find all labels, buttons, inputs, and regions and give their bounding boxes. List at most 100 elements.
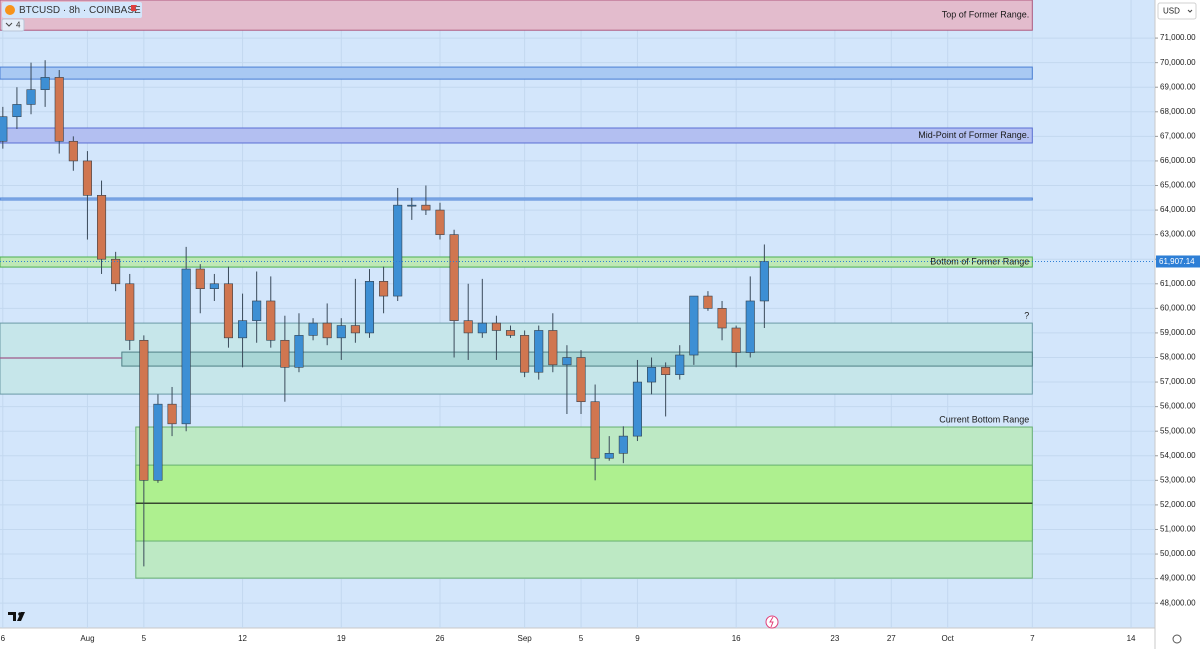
y-tick-label: 63,000.00 <box>1160 230 1196 239</box>
y-tick-label: 70,000.00 <box>1160 58 1196 67</box>
candle-body <box>590 401 600 459</box>
candle-body <box>717 308 727 329</box>
candle-body <box>54 77 64 142</box>
x-tick-label: 12 <box>238 634 247 643</box>
x-tick-label: Oct <box>941 634 954 643</box>
candle-body <box>26 89 36 105</box>
zone <box>0 66 1033 80</box>
x-tick-label: 6 <box>1 634 6 643</box>
y-tick-label: 64,000.00 <box>1160 205 1196 214</box>
zone-label: Current Bottom Range <box>939 414 1029 424</box>
y-tick-label: 55,000.00 <box>1160 426 1196 435</box>
settings-icon[interactable] <box>1172 634 1182 644</box>
y-tick-label: 67,000.00 <box>1160 131 1196 140</box>
currency-label: USD <box>1163 7 1180 16</box>
last-price-label: 61,907.14 <box>1159 257 1195 266</box>
tradingview-logo[interactable] <box>8 612 25 621</box>
candle-body <box>520 335 530 373</box>
candle-body <box>322 322 332 339</box>
zone-label: Mid-Point of Former Range. <box>918 130 1029 140</box>
candle-body <box>0 116 8 142</box>
candle-body <box>576 357 586 403</box>
zones <box>0 0 1155 628</box>
candle-body <box>68 140 78 162</box>
candle-body <box>139 339 149 481</box>
candle-body <box>562 357 572 366</box>
candle-body <box>548 330 558 366</box>
candle-body <box>604 453 614 459</box>
candle-body <box>350 325 360 334</box>
candle-body <box>675 354 685 375</box>
x-tick-label: 26 <box>436 634 445 643</box>
candle-body <box>97 195 107 260</box>
candle-body <box>82 160 92 196</box>
price-axis <box>1155 0 1200 649</box>
y-tick-label: 66,000.00 <box>1160 156 1196 165</box>
x-tick-label: 16 <box>732 634 741 643</box>
x-tick-label: 27 <box>887 634 896 643</box>
lightning <box>769 616 774 628</box>
candle-body <box>294 335 304 368</box>
y-tick-label: 57,000.00 <box>1160 377 1196 386</box>
candle-body <box>407 204 417 207</box>
candle-body <box>111 258 121 285</box>
x-tick-label: Aug <box>80 634 94 643</box>
candle-body <box>505 330 516 336</box>
candle-body <box>731 327 741 353</box>
candle-body <box>632 381 642 437</box>
candle-body <box>223 283 233 339</box>
y-tick-label: 68,000.00 <box>1160 107 1196 116</box>
candle-body <box>308 322 318 336</box>
y-tick-label: 56,000.00 <box>1160 402 1196 411</box>
zone-label: Bottom of Former Range <box>930 256 1029 266</box>
candle-body <box>153 403 163 481</box>
candle-body <box>689 295 699 356</box>
y-tick-label: 50,000.00 <box>1160 549 1196 558</box>
y-tick-label: 51,000.00 <box>1160 525 1196 534</box>
candle-body <box>266 300 276 341</box>
currency-button[interactable] <box>1157 2 1197 20</box>
candles <box>0 60 769 567</box>
candle-body <box>125 283 135 341</box>
y-tick-label: 48,000.00 <box>1160 598 1196 607</box>
candle-body <box>364 281 375 334</box>
candle-body <box>745 300 755 353</box>
y-tick-label: 65,000.00 <box>1160 181 1196 190</box>
zone <box>0 127 1033 144</box>
logo-dot <box>18 612 22 616</box>
zone <box>0 256 1033 268</box>
candle-body <box>647 367 657 383</box>
chevron-icon <box>1187 9 1193 13</box>
y-tick-label: 69,000.00 <box>1160 82 1196 91</box>
indicator-count: 4 <box>16 21 21 30</box>
chevron-icon <box>5 22 13 27</box>
candle-body <box>12 104 22 118</box>
candle-body <box>209 283 219 289</box>
y-tick-label: 49,000.00 <box>1160 574 1196 583</box>
candle-body <box>491 322 501 331</box>
x-tick-label: 14 <box>1127 634 1136 643</box>
y-tick-label: 60,000.00 <box>1160 303 1196 312</box>
x-tick-label: 7 <box>1030 634 1035 643</box>
candle-body <box>477 322 487 334</box>
candle-body <box>449 234 459 321</box>
flag-icon[interactable] <box>131 5 137 11</box>
candle-body <box>195 268 205 289</box>
candle-body <box>336 325 346 339</box>
symbol-box[interactable] <box>2 2 142 18</box>
y-tick-label: 71,000.00 <box>1160 33 1196 42</box>
y-tick-label: 53,000.00 <box>1160 475 1196 484</box>
indicators-toggle[interactable] <box>1 18 25 32</box>
candle-body <box>661 367 671 375</box>
candle-body <box>703 295 713 309</box>
zone <box>0 0 1033 31</box>
candle-body <box>534 330 544 373</box>
time-axis <box>0 628 1155 649</box>
x-tick-label: 9 <box>635 634 640 643</box>
candle-body <box>167 403 177 425</box>
y-tick-label: 52,000.00 <box>1160 500 1196 509</box>
x-tick-label: 5 <box>579 634 584 643</box>
